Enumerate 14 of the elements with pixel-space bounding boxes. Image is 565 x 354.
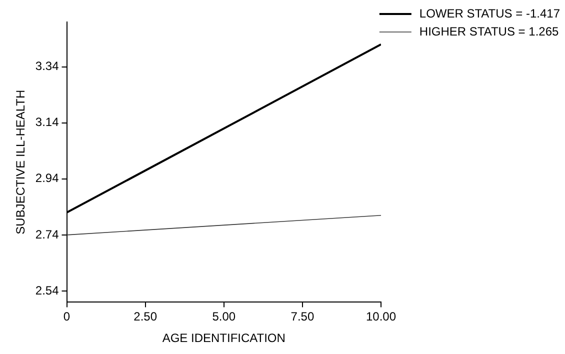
y-tick-label: 2.54 [35, 283, 60, 298]
y-tick-label: 2.74 [35, 227, 60, 242]
x-tick-label: 0 [63, 310, 70, 324]
x-tick-label: 7.50 [290, 310, 314, 324]
x-axis-title: AGE IDENTIFICATION [162, 331, 286, 346]
y-axis-title: SUBJECTIVE ILL-HEALTH [14, 90, 28, 234]
y-tick-label: 3.34 [35, 59, 60, 74]
x-tick-label: 5.00 [212, 310, 236, 324]
x-tick-label: 10.00 [366, 310, 396, 324]
legend-label: HIGHER STATUS = 1.265 [419, 24, 559, 38]
legend-label: LOWER STATUS = -1.417 [419, 6, 560, 20]
x-tick-label: 2.50 [134, 310, 158, 324]
y-tick-label: 3.14 [35, 115, 60, 130]
y-tick-label: 2.94 [35, 171, 60, 186]
